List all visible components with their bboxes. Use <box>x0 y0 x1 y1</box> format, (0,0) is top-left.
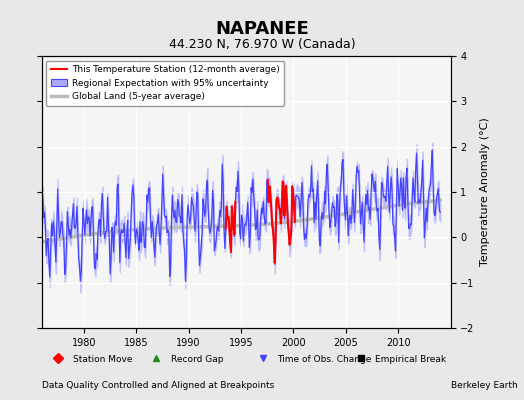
Text: Empirical Break: Empirical Break <box>375 356 446 364</box>
Text: Time of Obs. Change: Time of Obs. Change <box>277 356 372 364</box>
Legend: This Temperature Station (12-month average), Regional Expectation with 95% uncer: This Temperature Station (12-month avera… <box>47 60 284 106</box>
Text: 44.230 N, 76.970 W (Canada): 44.230 N, 76.970 W (Canada) <box>169 38 355 51</box>
Text: Record Gap: Record Gap <box>171 356 223 364</box>
Y-axis label: Temperature Anomaly (°C): Temperature Anomaly (°C) <box>481 118 490 266</box>
Text: Station Move: Station Move <box>72 356 132 364</box>
Text: Data Quality Controlled and Aligned at Breakpoints: Data Quality Controlled and Aligned at B… <box>42 381 274 390</box>
Text: NAPANEE: NAPANEE <box>215 20 309 38</box>
Text: Berkeley Earth: Berkeley Earth <box>451 381 517 390</box>
